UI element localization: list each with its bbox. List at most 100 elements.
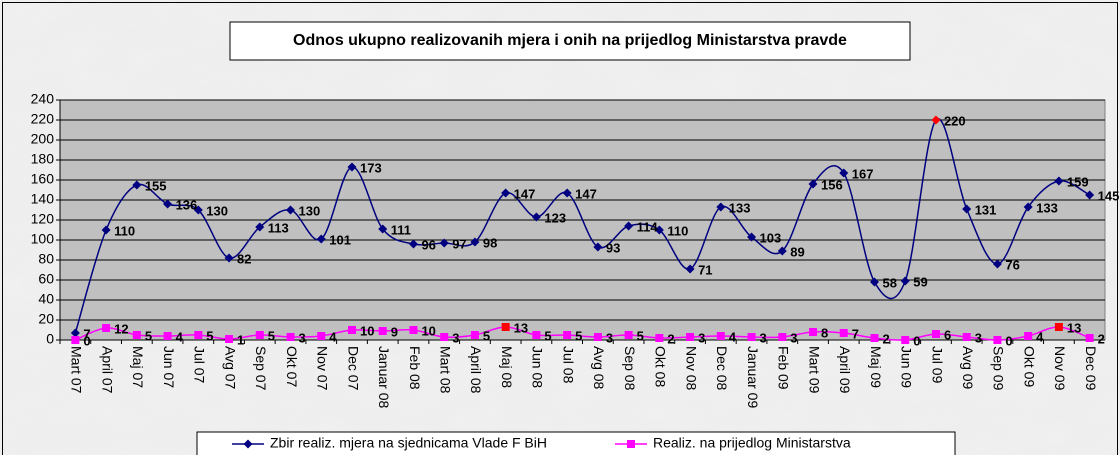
data-point [1054,176,1064,186]
data-point [655,334,664,342]
data-point [317,332,326,340]
data-point [563,331,572,339]
data-point [409,326,418,334]
data-label: 114 [637,219,659,234]
y-tick-label: 140 [31,191,55,207]
x-tick-label: Okt 09 [1021,346,1037,387]
data-point [286,205,296,215]
data-point [347,326,356,334]
data-point [532,331,541,339]
data-label: 10 [421,323,435,338]
chart-title: Odnos ukupno realizovanih mjera i onih n… [293,32,847,49]
x-tick-label: April 08 [468,346,484,394]
data-label: 110 [114,223,135,238]
data-point [102,324,111,332]
data-point [901,336,910,344]
y-tick-label: 0 [46,331,54,347]
data-label: 5 [575,328,582,343]
data-label: 71 [698,262,712,277]
data-point [808,179,818,189]
data-label: 0 [1005,333,1012,348]
x-tick-label: Dec 09 [1083,346,1099,391]
data-label: 101 [329,232,351,247]
data-point [962,204,972,214]
x-tick-label: Maj 08 [499,346,515,388]
x-tick-label: Avg 09 [960,346,976,390]
data-point [439,238,449,248]
x-tick-label: Mart 09 [806,346,822,394]
x-tick-label: Maj 09 [868,346,884,388]
data-point [194,331,203,339]
data-label: 147 [514,186,536,201]
x-tick-label: Januar 08 [376,346,392,408]
x-tick-label: Nov 08 [683,346,699,391]
data-point [224,253,234,263]
data-label: 167 [852,166,874,181]
data-label: 3 [760,330,767,345]
y-tick-label: 240 [31,91,55,107]
data-label: 110 [667,223,688,238]
data-point [132,331,141,339]
x-tick-label: Sep 09 [991,346,1007,391]
x-tick-label: April 09 [837,346,853,394]
x-tick-label: Avg 07 [222,346,238,390]
data-label: 133 [1036,200,1058,215]
x-tick-label: Jul 08 [560,346,576,384]
x-tick-label: Jul 09 [929,346,945,384]
data-label: 5 [206,328,213,343]
data-label: 133 [729,200,751,215]
data-label: 3 [790,330,797,345]
data-point [501,323,510,331]
data-point [778,333,787,341]
data-point [193,205,203,215]
data-label: 5 [268,328,275,343]
y-tick-label: 80 [38,251,54,267]
data-point [931,115,941,125]
y-tick-label: 120 [31,211,55,227]
data-label: 93 [606,240,620,255]
y-tick-label: 100 [31,231,55,247]
data-label: 13 [514,320,528,335]
x-tick-label: Sep 08 [622,346,638,391]
y-tick-label: 160 [31,171,55,187]
legend-box [196,431,956,455]
data-point [408,239,418,249]
data-label: 82 [237,251,251,266]
x-tick-label: Dec 08 [714,346,730,391]
data-point [347,162,357,172]
data-point [839,168,849,178]
data-point [931,330,940,338]
data-label: 96 [421,237,435,252]
data-label: 12 [114,321,128,336]
x-tick-label: Avg 08 [591,346,607,390]
data-point [624,331,633,339]
y-tick-label: 180 [31,151,55,167]
data-point [440,333,449,341]
legend-label: Zbir realiz. mjera na sjednicama Vlade F… [270,435,547,451]
data-label: 147 [575,186,597,201]
data-point [716,202,726,212]
data-label: 123 [544,210,566,225]
data-label: 130 [206,203,228,218]
data-point [562,188,572,198]
data-label: 3 [299,330,306,345]
x-tick-label: Sep 07 [253,346,269,391]
data-point [1023,202,1033,212]
data-label: 59 [913,274,927,289]
data-point [869,277,879,287]
data-point [686,333,695,341]
data-label: 58 [882,275,896,290]
data-point [132,180,142,190]
data-label: 6 [944,327,951,342]
data-point [809,328,818,336]
x-tick-label: Okt 07 [284,346,300,387]
data-label: 9 [391,324,398,339]
data-label: 3 [452,330,459,345]
x-tick-label: Okt 08 [653,346,669,387]
x-tick-label: Feb 08 [407,346,423,390]
data-label: 5 [544,328,551,343]
data-point [777,246,787,256]
data-point [900,276,910,286]
data-point [654,225,664,235]
